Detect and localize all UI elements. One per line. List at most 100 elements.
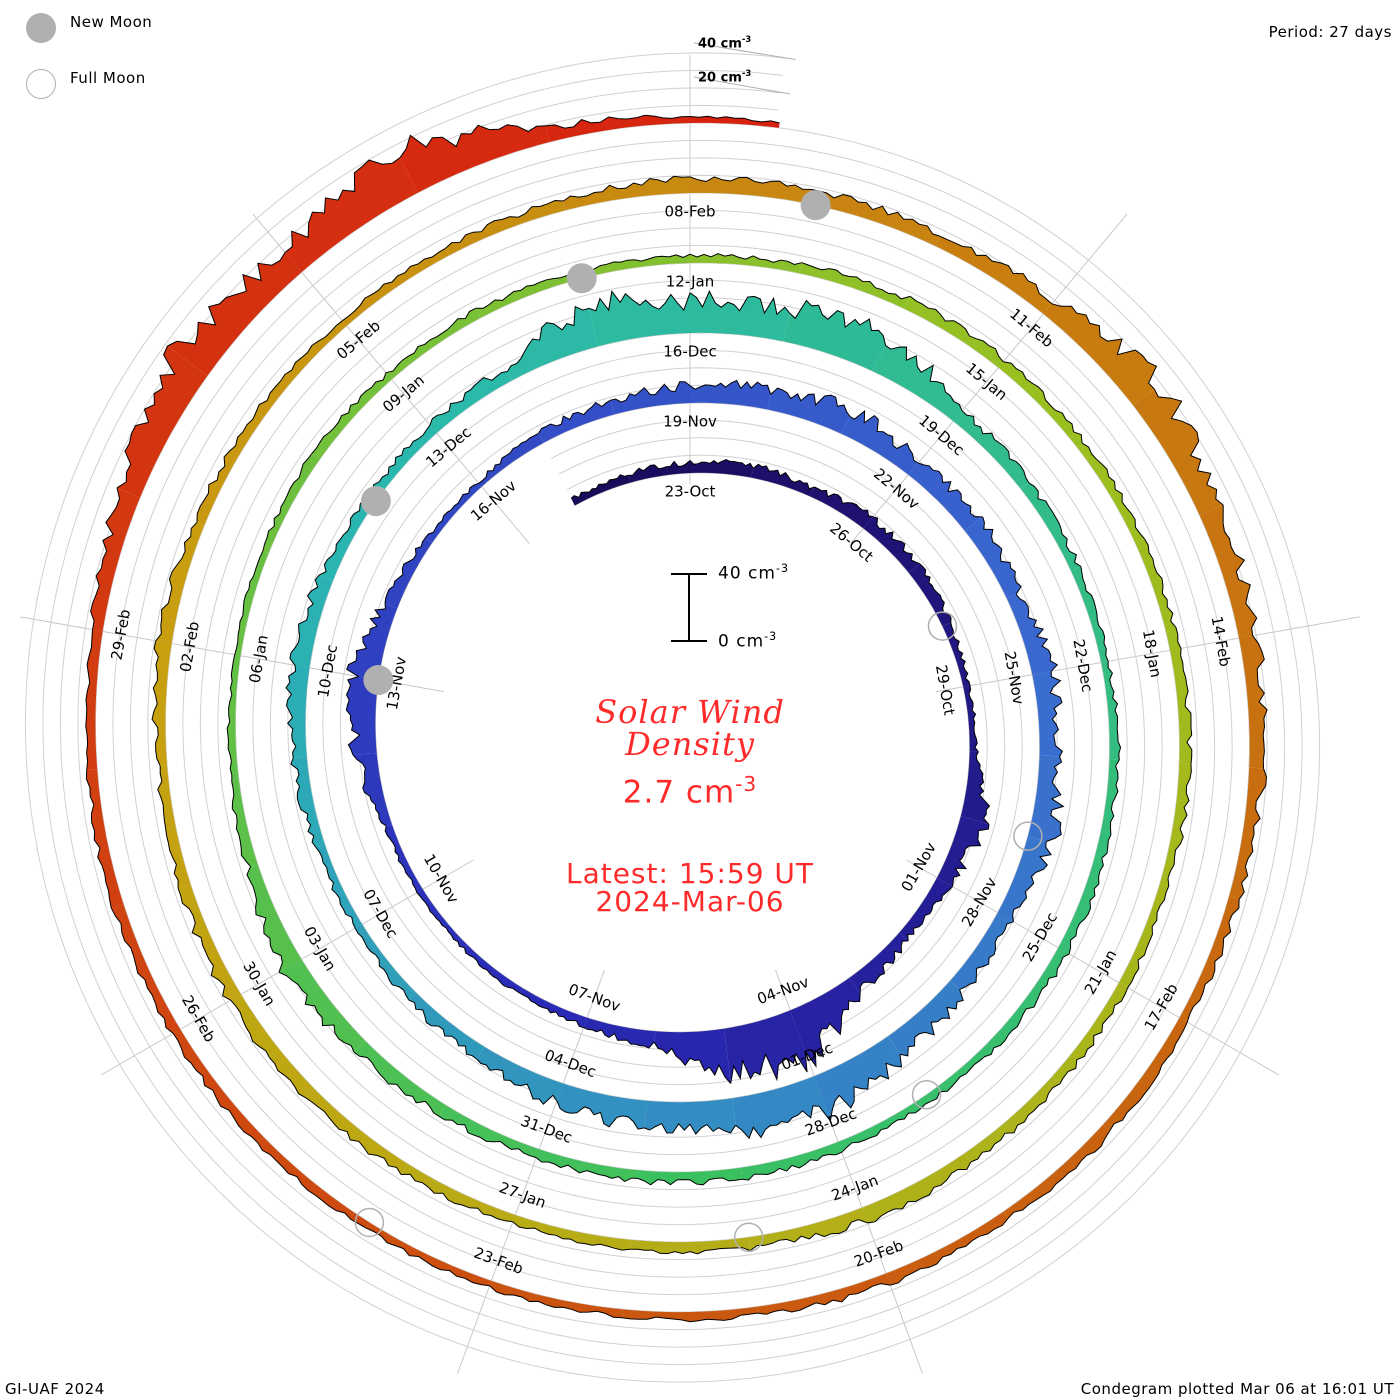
density-area	[638, 1167, 742, 1185]
date-tick-label: 24-Jan	[829, 1171, 881, 1204]
credit-label: GI-UAF 2024	[5, 1380, 105, 1398]
density-trace	[1127, 878, 1170, 988]
density-area	[355, 924, 417, 1001]
density-trace	[621, 1312, 758, 1323]
density-trace	[689, 253, 803, 266]
density-trace	[110, 907, 174, 1034]
density-area	[256, 320, 347, 418]
density-trace	[506, 305, 590, 372]
date-tick-label: 08-Feb	[664, 203, 715, 221]
density-area	[155, 522, 205, 644]
density-area	[886, 1211, 1008, 1286]
density-trace	[689, 459, 754, 469]
density-area	[783, 300, 886, 372]
date-tick-label: 04-Dec	[542, 1046, 598, 1081]
density-trace	[226, 654, 236, 762]
density-area	[512, 1215, 631, 1251]
density-trace	[90, 487, 121, 630]
density-area	[926, 1028, 1009, 1102]
density-trace	[829, 1054, 903, 1121]
current-density-value: 2.7 cm-3	[560, 772, 820, 810]
density-trace	[370, 424, 431, 498]
density-area	[1052, 982, 1128, 1084]
density-trace	[167, 252, 286, 347]
density-area	[814, 1036, 902, 1121]
new-moon-legend-label: New Moon	[70, 13, 153, 31]
density-area	[583, 1017, 656, 1048]
density-trace	[757, 1283, 891, 1315]
density-trace	[1252, 635, 1268, 769]
density-trace	[940, 235, 1053, 305]
density-trace	[290, 757, 317, 848]
density-area	[935, 236, 1052, 314]
density-trace	[1012, 841, 1052, 922]
density-area	[230, 994, 315, 1098]
full-moon-marker	[733, 1222, 764, 1253]
density-area	[178, 884, 241, 1001]
density-area	[520, 988, 588, 1028]
density-area	[430, 371, 512, 433]
density-trace	[1167, 764, 1192, 879]
density-area	[908, 463, 983, 531]
outer-scale-leader	[693, 42, 796, 60]
density-trace	[365, 1227, 490, 1287]
density-trace	[85, 770, 112, 909]
density-trace	[1238, 768, 1268, 900]
density-trace	[970, 1083, 1061, 1163]
density-area	[1170, 648, 1192, 765]
density-trace	[563, 175, 691, 202]
density-trace	[85, 629, 93, 771]
density-area	[478, 433, 544, 487]
density-area	[234, 550, 269, 656]
density-trace	[1144, 538, 1182, 649]
density-trace	[478, 432, 539, 484]
density-area	[416, 889, 468, 948]
density-trace	[841, 1100, 932, 1153]
density-trace	[952, 824, 990, 887]
density-area	[950, 912, 1014, 990]
density-area	[767, 388, 850, 434]
density-area	[386, 308, 481, 380]
density-trace	[285, 665, 297, 759]
density-area	[863, 516, 920, 573]
density-trace	[859, 940, 909, 994]
density-area	[157, 765, 191, 889]
density-trace	[399, 124, 546, 158]
density-area	[690, 253, 802, 274]
density-area	[1032, 671, 1063, 757]
density-trace	[982, 516, 1022, 595]
date-tick-label: 14-Feb	[1208, 615, 1235, 668]
density-area	[571, 474, 631, 506]
density-trace	[429, 371, 508, 426]
density-area	[1135, 538, 1181, 651]
density-trace	[918, 462, 983, 518]
density-trace	[1007, 953, 1070, 1036]
date-tick-label: 31-Dec	[518, 1112, 574, 1147]
density-trace	[689, 290, 791, 316]
outer-scale-20-exp: -3	[741, 68, 752, 78]
density-area	[279, 959, 366, 1053]
density-area	[1179, 896, 1240, 1023]
density-trace	[230, 999, 306, 1099]
density-trace	[867, 1161, 972, 1224]
density-area	[365, 1222, 492, 1286]
spiral-gridline	[42, 69, 1303, 1366]
density-area	[841, 411, 919, 475]
density-trace	[284, 157, 401, 253]
full-moon-marker	[1013, 821, 1043, 851]
density-trace	[1051, 303, 1158, 390]
density-trace	[255, 320, 343, 413]
density-area	[476, 1047, 564, 1105]
current-value-exp: -3	[735, 772, 758, 796]
date-tick-label: 25-Nov	[1001, 650, 1028, 706]
density-trace	[1109, 1021, 1188, 1132]
density-trace	[305, 1097, 402, 1175]
density-trace	[438, 1115, 537, 1159]
density-area	[385, 824, 423, 893]
density-area	[1162, 763, 1192, 879]
density-trace	[741, 1151, 843, 1181]
density-area	[1133, 389, 1224, 516]
title-line-1: Solar Wind	[595, 693, 785, 731]
density-area	[960, 751, 990, 825]
outer-scale-40-exp: -3	[741, 34, 752, 44]
